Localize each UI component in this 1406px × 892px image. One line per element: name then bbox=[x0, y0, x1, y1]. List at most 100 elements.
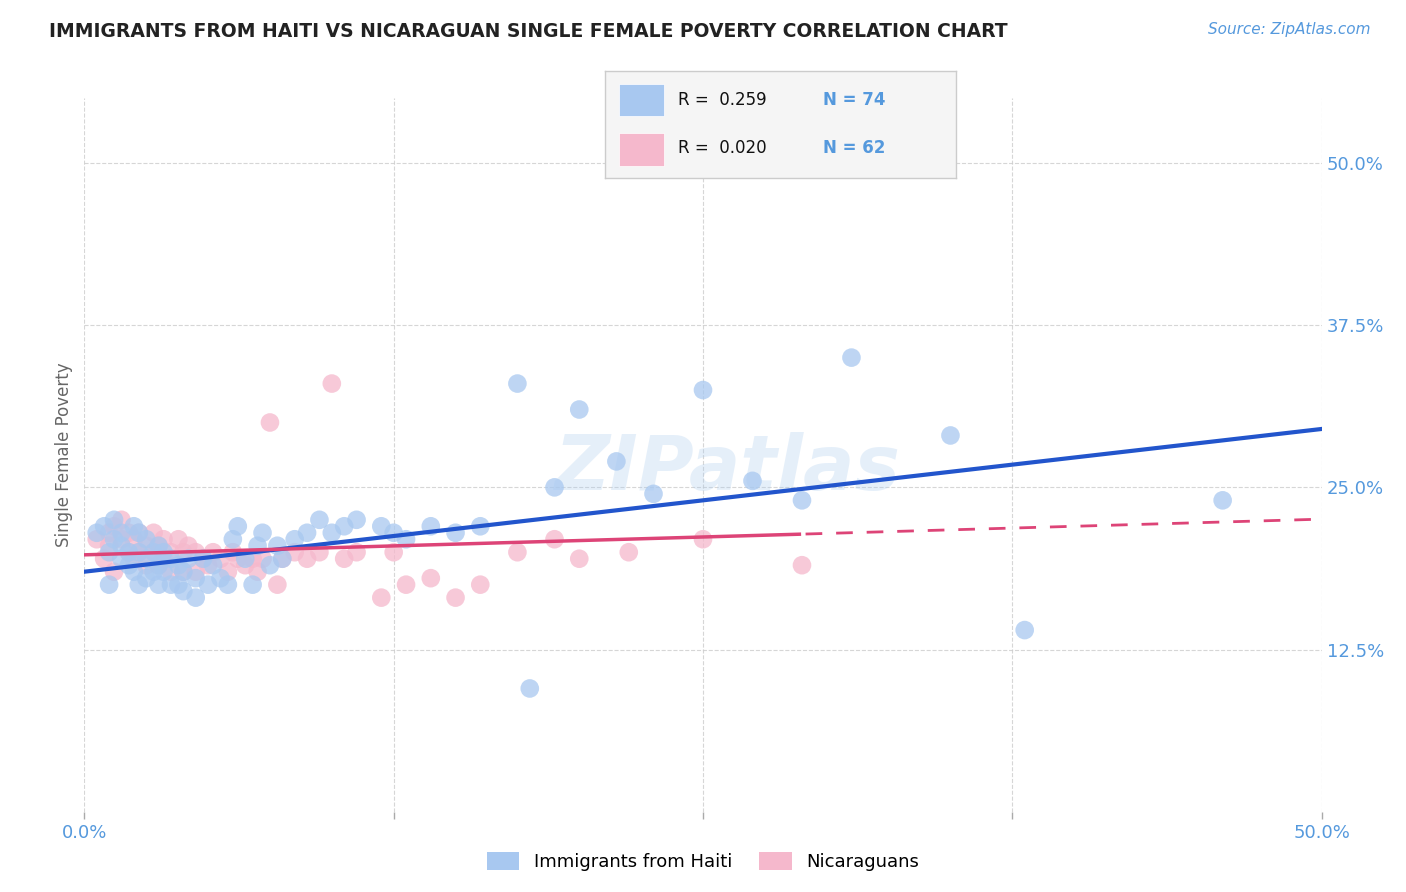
Point bbox=[128, 577, 150, 591]
Point bbox=[395, 533, 418, 547]
Point bbox=[246, 565, 269, 579]
Point bbox=[692, 533, 714, 547]
Point bbox=[233, 551, 256, 566]
Point bbox=[122, 519, 145, 533]
Point bbox=[98, 577, 121, 591]
Point bbox=[346, 513, 368, 527]
Point bbox=[118, 545, 141, 559]
Point bbox=[191, 551, 214, 566]
Point bbox=[93, 551, 115, 566]
Point bbox=[333, 519, 356, 533]
Point bbox=[160, 545, 183, 559]
Point bbox=[184, 565, 207, 579]
Point bbox=[152, 551, 174, 566]
Point bbox=[259, 558, 281, 573]
Point bbox=[841, 351, 863, 365]
Bar bbox=[619, 134, 664, 166]
Point bbox=[506, 545, 529, 559]
Point bbox=[184, 545, 207, 559]
Point bbox=[110, 533, 132, 547]
Point bbox=[1014, 623, 1036, 637]
Point bbox=[118, 558, 141, 573]
Point bbox=[128, 525, 150, 540]
Point bbox=[568, 402, 591, 417]
Point bbox=[308, 513, 330, 527]
Point bbox=[135, 551, 157, 566]
Point bbox=[128, 545, 150, 559]
Point bbox=[142, 565, 165, 579]
Text: R =  0.259: R = 0.259 bbox=[678, 91, 768, 109]
Point bbox=[110, 513, 132, 527]
Point bbox=[110, 525, 132, 540]
Point bbox=[226, 551, 249, 566]
Point bbox=[160, 551, 183, 566]
Point bbox=[135, 571, 157, 585]
Point bbox=[271, 551, 294, 566]
Point bbox=[103, 565, 125, 579]
Point bbox=[177, 551, 200, 566]
Point bbox=[790, 493, 813, 508]
Point bbox=[295, 525, 318, 540]
Point bbox=[242, 577, 264, 591]
Point bbox=[271, 551, 294, 566]
Text: IMMIGRANTS FROM HAITI VS NICARAGUAN SINGLE FEMALE POVERTY CORRELATION CHART: IMMIGRANTS FROM HAITI VS NICARAGUAN SING… bbox=[49, 22, 1008, 41]
Point bbox=[118, 545, 141, 559]
Point bbox=[209, 571, 232, 585]
Point bbox=[86, 525, 108, 540]
Point bbox=[346, 545, 368, 559]
Point bbox=[128, 545, 150, 559]
Point bbox=[321, 376, 343, 391]
Point bbox=[118, 525, 141, 540]
Point bbox=[172, 565, 194, 579]
Point bbox=[226, 519, 249, 533]
Point bbox=[382, 525, 405, 540]
Point bbox=[148, 539, 170, 553]
Point bbox=[142, 545, 165, 559]
Point bbox=[135, 558, 157, 573]
Point bbox=[266, 577, 288, 591]
Point bbox=[217, 577, 239, 591]
Point bbox=[103, 533, 125, 547]
Point bbox=[568, 551, 591, 566]
Point bbox=[152, 545, 174, 559]
Point bbox=[167, 533, 190, 547]
Point bbox=[172, 584, 194, 599]
Point bbox=[122, 533, 145, 547]
Point bbox=[333, 551, 356, 566]
Point bbox=[184, 571, 207, 585]
Point bbox=[444, 591, 467, 605]
Point bbox=[197, 558, 219, 573]
Point bbox=[103, 519, 125, 533]
Point bbox=[419, 571, 441, 585]
Point bbox=[284, 545, 307, 559]
Point bbox=[98, 545, 121, 559]
Point bbox=[284, 533, 307, 547]
Point bbox=[122, 551, 145, 566]
Point bbox=[395, 577, 418, 591]
Point bbox=[790, 558, 813, 573]
Point bbox=[222, 545, 245, 559]
Point bbox=[233, 558, 256, 573]
Point bbox=[643, 487, 665, 501]
Text: Source: ZipAtlas.com: Source: ZipAtlas.com bbox=[1208, 22, 1371, 37]
Point bbox=[128, 525, 150, 540]
Point bbox=[86, 533, 108, 547]
Point bbox=[419, 519, 441, 533]
Point bbox=[382, 545, 405, 559]
Point bbox=[135, 533, 157, 547]
Point bbox=[202, 558, 225, 573]
Text: R =  0.020: R = 0.020 bbox=[678, 139, 768, 157]
Point bbox=[177, 539, 200, 553]
Point bbox=[266, 539, 288, 553]
Point bbox=[252, 525, 274, 540]
Point bbox=[160, 565, 183, 579]
Bar bbox=[619, 84, 664, 116]
Point bbox=[152, 533, 174, 547]
Point bbox=[605, 454, 627, 468]
Point bbox=[543, 480, 565, 494]
Point bbox=[93, 519, 115, 533]
Point bbox=[98, 539, 121, 553]
Point bbox=[222, 533, 245, 547]
Point bbox=[103, 513, 125, 527]
Point bbox=[308, 545, 330, 559]
